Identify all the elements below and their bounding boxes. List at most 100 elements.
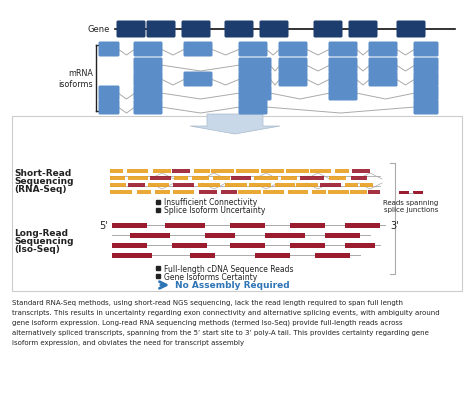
FancyBboxPatch shape	[134, 72, 163, 87]
Text: Gene Isoforms Certainty: Gene Isoforms Certainty	[164, 272, 257, 281]
FancyBboxPatch shape	[282, 177, 297, 180]
FancyBboxPatch shape	[238, 58, 272, 73]
FancyBboxPatch shape	[279, 58, 308, 73]
FancyBboxPatch shape	[172, 243, 207, 248]
Text: Splice Isoform Uncertainty: Splice Isoform Uncertainty	[164, 206, 265, 215]
Text: Long-Read: Long-Read	[14, 229, 68, 238]
Text: Gene: Gene	[88, 25, 110, 34]
FancyBboxPatch shape	[230, 177, 251, 180]
FancyBboxPatch shape	[199, 191, 217, 195]
FancyBboxPatch shape	[99, 86, 119, 101]
FancyBboxPatch shape	[128, 184, 145, 188]
Text: Short-Read: Short-Read	[14, 169, 71, 178]
FancyBboxPatch shape	[290, 243, 325, 248]
FancyBboxPatch shape	[325, 233, 360, 238]
FancyBboxPatch shape	[134, 86, 163, 101]
FancyBboxPatch shape	[110, 184, 126, 188]
FancyBboxPatch shape	[413, 72, 438, 87]
FancyBboxPatch shape	[172, 170, 190, 173]
Text: 5': 5'	[99, 220, 108, 230]
Text: (RNA-Seq): (RNA-Seq)	[14, 185, 66, 194]
FancyBboxPatch shape	[230, 223, 265, 228]
FancyBboxPatch shape	[238, 100, 267, 115]
FancyBboxPatch shape	[130, 233, 170, 238]
Text: Reads spanning
splice junctions: Reads spanning splice junctions	[383, 200, 438, 213]
FancyBboxPatch shape	[413, 191, 423, 195]
FancyBboxPatch shape	[345, 223, 380, 228]
FancyBboxPatch shape	[350, 191, 367, 195]
FancyBboxPatch shape	[352, 170, 370, 173]
FancyBboxPatch shape	[225, 21, 254, 38]
FancyBboxPatch shape	[190, 253, 215, 258]
FancyBboxPatch shape	[259, 21, 289, 38]
FancyBboxPatch shape	[173, 191, 194, 195]
FancyBboxPatch shape	[328, 43, 357, 57]
FancyBboxPatch shape	[263, 191, 284, 195]
FancyBboxPatch shape	[255, 253, 290, 258]
FancyBboxPatch shape	[99, 100, 119, 115]
FancyBboxPatch shape	[211, 170, 235, 173]
FancyBboxPatch shape	[199, 184, 220, 188]
FancyBboxPatch shape	[153, 170, 171, 173]
FancyBboxPatch shape	[296, 184, 318, 188]
FancyBboxPatch shape	[150, 177, 171, 180]
FancyBboxPatch shape	[249, 184, 271, 188]
FancyBboxPatch shape	[329, 177, 346, 180]
FancyBboxPatch shape	[348, 21, 377, 38]
FancyBboxPatch shape	[413, 58, 438, 73]
Text: mRNA
isoforms: mRNA isoforms	[58, 69, 93, 88]
FancyBboxPatch shape	[238, 72, 272, 87]
FancyBboxPatch shape	[413, 43, 438, 57]
Text: transcripts. This results in uncertainty regarding exon connectivity and alterna: transcripts. This results in uncertainty…	[12, 309, 439, 315]
FancyBboxPatch shape	[320, 184, 341, 188]
Text: (Iso-Seq): (Iso-Seq)	[14, 245, 60, 254]
FancyBboxPatch shape	[413, 100, 438, 115]
FancyBboxPatch shape	[310, 170, 331, 173]
FancyBboxPatch shape	[194, 170, 210, 173]
FancyBboxPatch shape	[368, 72, 398, 87]
FancyBboxPatch shape	[328, 86, 357, 101]
FancyBboxPatch shape	[301, 177, 324, 180]
FancyBboxPatch shape	[205, 233, 235, 238]
FancyBboxPatch shape	[346, 184, 357, 188]
FancyBboxPatch shape	[137, 191, 152, 195]
FancyBboxPatch shape	[146, 21, 175, 38]
Text: gene isoform expression. Long-read RNA sequencing methods (termed Iso-Seq) provi: gene isoform expression. Long-read RNA s…	[12, 319, 402, 326]
Polygon shape	[190, 115, 280, 135]
FancyBboxPatch shape	[117, 21, 146, 38]
FancyBboxPatch shape	[127, 170, 148, 173]
FancyBboxPatch shape	[328, 72, 357, 87]
FancyBboxPatch shape	[112, 223, 147, 228]
FancyBboxPatch shape	[312, 191, 327, 195]
FancyBboxPatch shape	[288, 191, 308, 195]
FancyBboxPatch shape	[315, 253, 350, 258]
Text: Sequencing: Sequencing	[14, 177, 73, 186]
FancyBboxPatch shape	[236, 170, 259, 173]
FancyBboxPatch shape	[99, 43, 119, 57]
FancyBboxPatch shape	[148, 184, 169, 188]
FancyBboxPatch shape	[254, 177, 278, 180]
FancyBboxPatch shape	[368, 43, 398, 57]
FancyBboxPatch shape	[368, 58, 398, 73]
FancyBboxPatch shape	[110, 170, 123, 173]
FancyBboxPatch shape	[134, 43, 163, 57]
FancyBboxPatch shape	[275, 184, 295, 188]
Text: Standard RNA-Seq methods, using short-read NGS sequencing, lack the read length : Standard RNA-Seq methods, using short-re…	[12, 299, 403, 305]
FancyBboxPatch shape	[192, 177, 209, 180]
FancyBboxPatch shape	[399, 191, 409, 195]
FancyBboxPatch shape	[313, 21, 343, 38]
FancyBboxPatch shape	[165, 223, 205, 228]
FancyBboxPatch shape	[183, 72, 212, 87]
FancyBboxPatch shape	[112, 243, 147, 248]
FancyBboxPatch shape	[335, 170, 349, 173]
FancyBboxPatch shape	[279, 43, 308, 57]
FancyBboxPatch shape	[221, 191, 237, 195]
FancyBboxPatch shape	[155, 191, 170, 195]
FancyBboxPatch shape	[128, 177, 148, 180]
FancyBboxPatch shape	[212, 177, 229, 180]
FancyBboxPatch shape	[182, 21, 210, 38]
FancyBboxPatch shape	[328, 191, 349, 195]
FancyBboxPatch shape	[230, 243, 265, 248]
FancyBboxPatch shape	[351, 177, 366, 180]
FancyBboxPatch shape	[360, 184, 373, 188]
